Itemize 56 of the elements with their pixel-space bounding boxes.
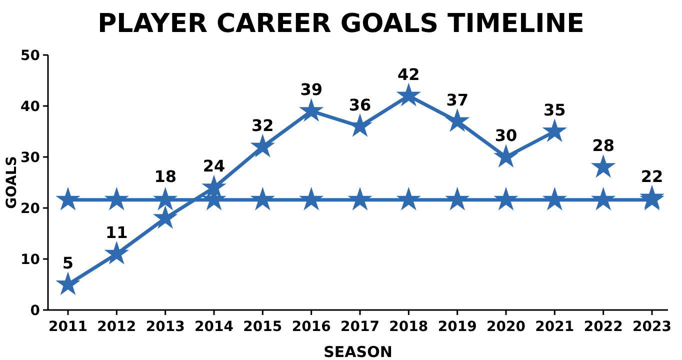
x-tick-label: 2020 (486, 319, 526, 335)
point (590, 154, 616, 178)
point (56, 271, 80, 296)
point (104, 186, 130, 210)
point (104, 240, 130, 264)
data-label: 39 (300, 80, 322, 100)
point (590, 186, 616, 210)
y-tick-label: 20 (20, 200, 40, 217)
chart-title: PLAYER CAREER GOALS TIMELINE (98, 9, 584, 39)
data-label: 18 (154, 166, 176, 186)
data-label: 32 (252, 116, 274, 135)
y-axis-title: GOALS (4, 156, 20, 209)
point (298, 98, 324, 122)
point (56, 186, 80, 210)
data-label: 5 (62, 254, 74, 272)
x-tick-label: 2011 (48, 319, 88, 335)
point (348, 186, 372, 210)
data-label: 24 (202, 156, 226, 176)
y-tick-label: 50 (20, 48, 40, 64)
x-tick-label: 2015 (243, 319, 282, 335)
point (396, 186, 422, 210)
y-tick-label: 40 (20, 98, 40, 115)
point (298, 186, 324, 210)
x-tick-label: 2016 (292, 319, 331, 335)
data-label: 37 (446, 90, 468, 110)
x-tick-label: 2017 (340, 319, 380, 335)
x-axis-title: SEASON (324, 343, 392, 360)
point (250, 186, 276, 210)
x-tick-label: 2019 (438, 319, 477, 335)
data-label: 42 (398, 64, 420, 84)
y-tick-label: 10 (20, 252, 40, 268)
y-tick-label: 30 (20, 150, 40, 166)
data-label: 22 (640, 166, 664, 186)
x-tick-label: 2023 (632, 319, 672, 335)
point (396, 82, 422, 106)
x-tick-label: 2012 (97, 319, 136, 335)
point (444, 186, 470, 210)
point (444, 108, 470, 132)
point (250, 134, 276, 158)
y-tick-label: 0 (30, 302, 40, 319)
x-tick-label: 2021 (535, 319, 574, 335)
data-label: 11 (106, 222, 128, 242)
point (152, 205, 178, 229)
x-tick-label: 2013 (146, 319, 185, 335)
data-label: 30 (494, 126, 518, 145)
data-label: 28 (592, 136, 614, 156)
x-tick-label: 2018 (389, 319, 428, 335)
point (494, 144, 518, 168)
data-label: 36 (348, 95, 372, 114)
point (542, 118, 568, 142)
x-tick-label: 2022 (584, 319, 623, 335)
data-label: 35 (544, 100, 566, 120)
point (152, 186, 178, 210)
point (542, 186, 568, 210)
point (494, 186, 518, 210)
x-tick-label: 2014 (194, 319, 234, 335)
